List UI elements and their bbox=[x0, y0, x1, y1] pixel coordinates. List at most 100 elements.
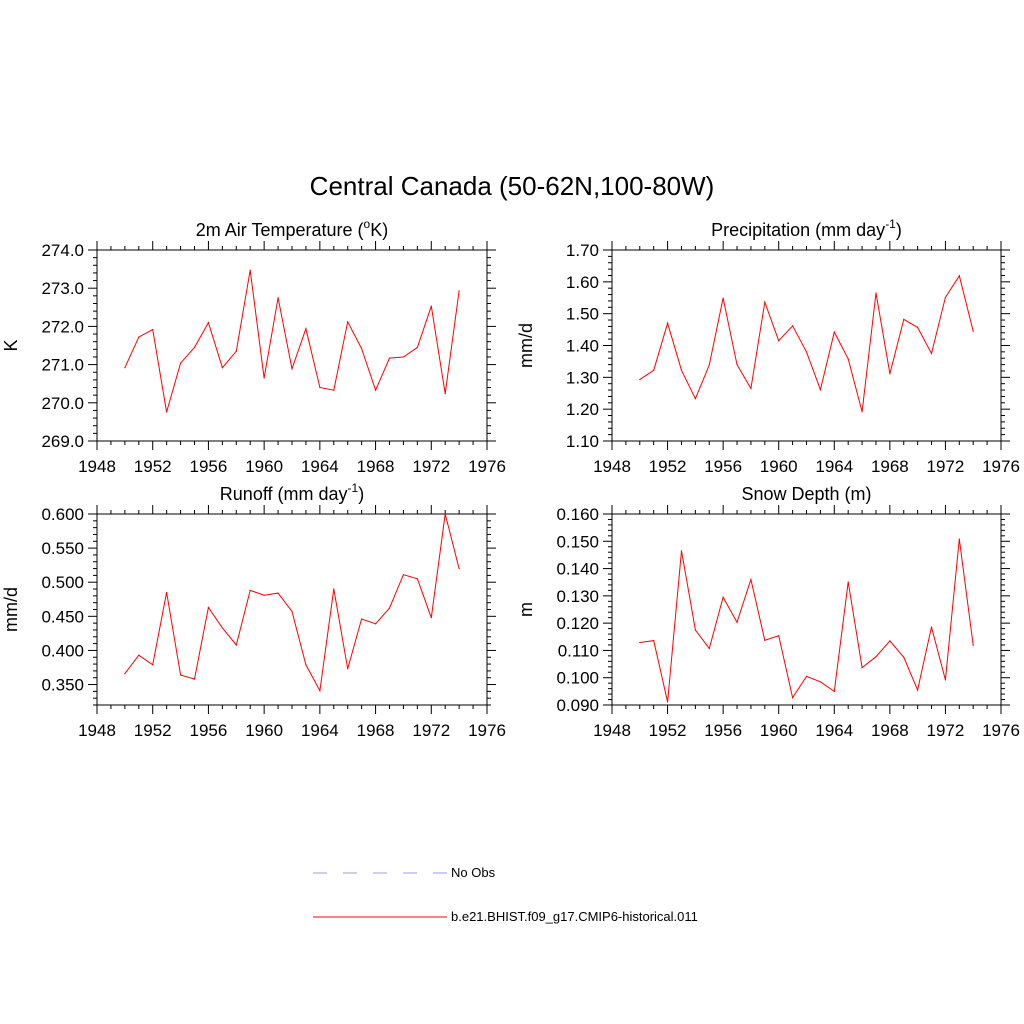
y-tick-label: 0.400 bbox=[41, 641, 84, 660]
x-tick-label: 1968 bbox=[357, 721, 395, 740]
x-tick-label: 1976 bbox=[468, 457, 506, 476]
data-point bbox=[805, 351, 808, 353]
data-point bbox=[778, 635, 780, 637]
data-point bbox=[291, 368, 293, 370]
x-tick-label: 1948 bbox=[78, 721, 116, 740]
data-point bbox=[235, 350, 237, 352]
data-point bbox=[263, 594, 265, 596]
data-point bbox=[388, 357, 391, 359]
data-point bbox=[708, 647, 710, 650]
series-line-model bbox=[639, 274, 974, 412]
panel-title-superscript: o bbox=[364, 217, 371, 231]
panel-title: Snow Depth (m) bbox=[741, 484, 871, 504]
x-tick-label: 1972 bbox=[927, 457, 965, 476]
x-tick-label: 1956 bbox=[704, 721, 742, 740]
data-point bbox=[944, 296, 947, 299]
data-point bbox=[277, 297, 279, 299]
data-point bbox=[152, 328, 154, 331]
panel-title-superscript: -1 bbox=[885, 217, 896, 231]
x-tick-label: 1956 bbox=[190, 721, 228, 740]
y-tick-label: 1.20 bbox=[566, 400, 599, 419]
data-point bbox=[374, 389, 377, 391]
y-tick-label: 0.140 bbox=[556, 560, 599, 579]
data-point bbox=[875, 292, 877, 294]
y-axis-label: m bbox=[516, 602, 536, 617]
panel-title: 2m Air Temperature (oK) bbox=[196, 217, 388, 240]
data-point bbox=[207, 321, 210, 324]
data-point bbox=[653, 369, 655, 371]
y-tick-label: 0.090 bbox=[556, 696, 599, 715]
x-tick-label: 1968 bbox=[357, 457, 395, 476]
data-point bbox=[361, 347, 363, 350]
x-tick-label: 1968 bbox=[871, 721, 909, 740]
x-tick-label: 1964 bbox=[815, 457, 853, 476]
x-tick-label: 1948 bbox=[593, 457, 631, 476]
legend-label-no-obs: No Obs bbox=[451, 865, 496, 880]
data-point bbox=[193, 346, 196, 349]
data-point bbox=[361, 618, 363, 620]
y-axis-label: mm/d bbox=[516, 323, 536, 368]
panel-title-main: Precipitation (mm day bbox=[711, 220, 885, 240]
x-tick-label: 1972 bbox=[927, 721, 965, 740]
series-line-model bbox=[639, 539, 974, 703]
data-point bbox=[917, 689, 919, 691]
data-point bbox=[166, 411, 168, 413]
y-tick-label: 0.350 bbox=[41, 676, 84, 695]
data-point bbox=[416, 346, 418, 349]
data-point bbox=[722, 596, 724, 598]
x-tick-label: 1964 bbox=[301, 721, 339, 740]
data-point bbox=[680, 550, 683, 552]
data-point bbox=[944, 679, 947, 681]
y-tick-label: 270.0 bbox=[41, 394, 84, 413]
series-line-model bbox=[124, 270, 460, 413]
data-point bbox=[388, 607, 391, 609]
data-point bbox=[333, 588, 335, 590]
data-point bbox=[179, 362, 182, 364]
panel-title-main: Runoff (mm day bbox=[220, 484, 348, 504]
x-tick-label: 1960 bbox=[245, 457, 283, 476]
data-point bbox=[207, 606, 210, 609]
data-point bbox=[347, 321, 349, 323]
data-point bbox=[305, 664, 307, 666]
data-point bbox=[319, 386, 321, 389]
data-point bbox=[930, 626, 933, 628]
data-point bbox=[930, 352, 933, 355]
y-tick-label: 0.100 bbox=[556, 669, 599, 688]
panel-runoff: Runoff (mm day-1) mm/d 1948 1952 1956 1960 196… bbox=[1, 481, 506, 740]
data-point bbox=[235, 644, 237, 646]
data-point bbox=[639, 641, 641, 644]
panel-title-main: Snow Depth (m) bbox=[741, 484, 871, 504]
x-tick-label: 1964 bbox=[815, 721, 853, 740]
data-point bbox=[736, 364, 738, 366]
legend: No Obs b.e21.BHIST.f09_g17.CMIP6-histori… bbox=[313, 865, 698, 924]
data-point bbox=[374, 623, 377, 625]
panel-temperature: 2m Air Temperature (oK) K 1948 1952 1956 1960… bbox=[1, 217, 506, 476]
data-point bbox=[889, 373, 891, 375]
data-point bbox=[917, 326, 919, 328]
data-point bbox=[138, 654, 140, 656]
x-tick-label: 1960 bbox=[760, 457, 798, 476]
x-tick-label: 1976 bbox=[468, 721, 506, 740]
data-point bbox=[778, 340, 780, 342]
data-point bbox=[889, 640, 891, 642]
data-point bbox=[402, 356, 405, 358]
data-point bbox=[805, 675, 808, 677]
data-point bbox=[666, 322, 669, 324]
y-tick-label: 269.0 bbox=[41, 432, 84, 451]
x-tick-label: 1976 bbox=[982, 721, 1020, 740]
data-point bbox=[833, 331, 835, 333]
data-point bbox=[819, 681, 821, 683]
data-point bbox=[152, 664, 154, 666]
data-point bbox=[319, 690, 321, 692]
y-tick-label: 0.450 bbox=[41, 607, 84, 626]
panel-title: Precipitation (mm day-1) bbox=[711, 217, 902, 240]
y-tick-label: 272.0 bbox=[41, 317, 84, 336]
y-tick-label: 0.500 bbox=[41, 573, 84, 592]
data-point bbox=[847, 581, 849, 583]
panel-title: Runoff (mm day-1) bbox=[220, 481, 364, 504]
data-point bbox=[847, 358, 849, 360]
data-point bbox=[444, 513, 446, 515]
data-point bbox=[430, 305, 432, 307]
data-point bbox=[708, 364, 710, 366]
